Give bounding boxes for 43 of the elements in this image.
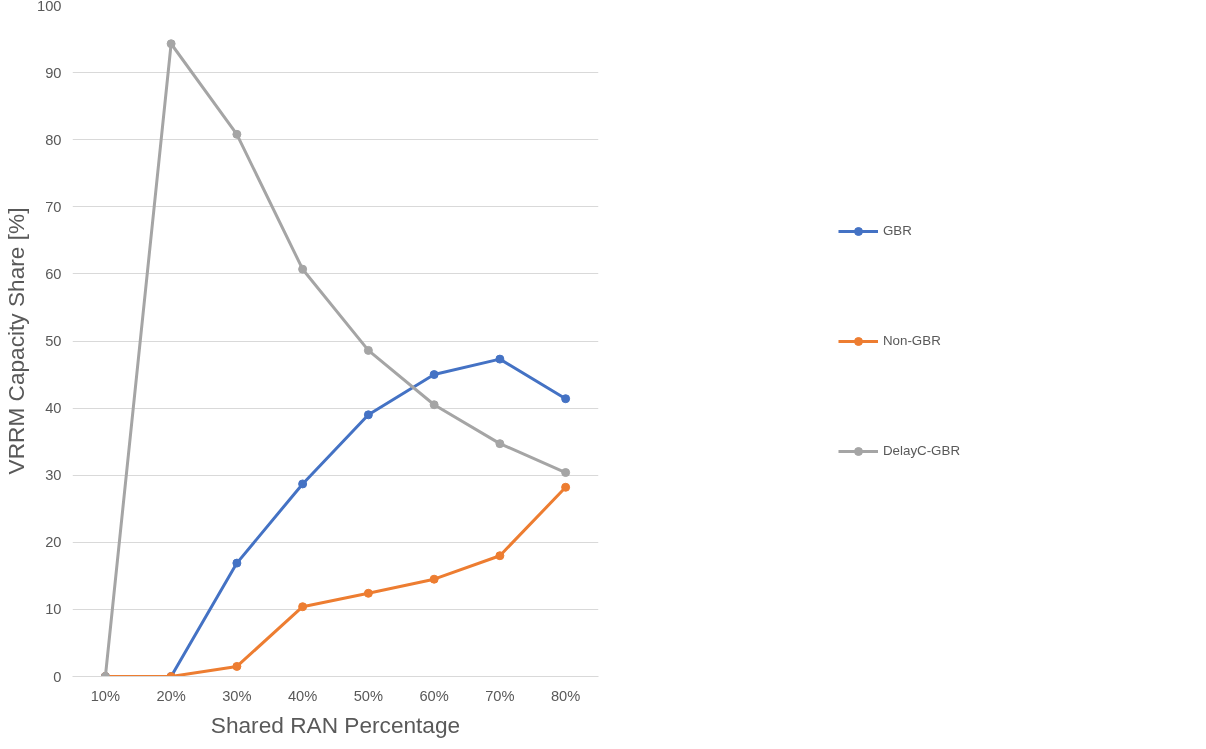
point (232, 661, 242, 671)
y-tick-label: 10 (45, 601, 62, 618)
point (429, 574, 439, 584)
y-tick-label: 20 (45, 534, 62, 551)
y-tick-label: 0 (53, 668, 62, 685)
point (298, 264, 308, 274)
point (363, 588, 373, 598)
point (298, 479, 308, 489)
x-tick-label: 80% (550, 687, 581, 704)
y-tick-label: 40 (45, 400, 62, 417)
legend-label: GBR (882, 223, 912, 238)
point (232, 129, 242, 139)
y-tick-label: 90 (45, 64, 62, 81)
point (298, 602, 308, 612)
point (429, 400, 439, 410)
x-tick-label: 40% (287, 687, 318, 704)
x-tick-label: 10% (90, 687, 121, 704)
y-tick-label: 70 (45, 198, 62, 215)
y-axis-title: VRRM Capacity Share [%] (3, 207, 30, 475)
y-tick-label: 50 (45, 333, 62, 349)
x-tick-label: 60% (419, 687, 449, 704)
point (495, 439, 505, 449)
x-axis-title: Shared RAN Percentage (210, 711, 461, 738)
point (363, 410, 373, 420)
point (495, 551, 505, 561)
point (561, 394, 571, 404)
y-tick-label: 30 (45, 467, 62, 484)
point (561, 468, 571, 478)
point (429, 370, 439, 380)
point (166, 39, 176, 49)
point (363, 345, 373, 355)
point (495, 354, 505, 364)
y-tick-label: 80 (45, 131, 62, 148)
legend-label: Non-GBR (882, 333, 941, 348)
point (232, 558, 242, 568)
y-tick-label: 60 (45, 265, 62, 282)
legend-label: DelayC-GBR (882, 443, 961, 458)
y-tick-label: 100 (37, 0, 62, 14)
x-tick-label: 70% (485, 687, 515, 704)
x-tick-label: 30% (222, 687, 252, 704)
point (561, 482, 571, 492)
x-tick-label: 50% (353, 687, 384, 704)
x-tick-label: 20% (156, 687, 186, 704)
